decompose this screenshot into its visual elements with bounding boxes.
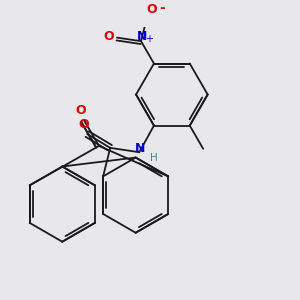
- Text: +: +: [145, 34, 153, 44]
- Text: N: N: [135, 142, 145, 155]
- Text: O: O: [76, 104, 86, 117]
- Text: O: O: [78, 118, 89, 131]
- Text: H: H: [150, 153, 158, 163]
- Text: O: O: [104, 30, 114, 44]
- Text: O: O: [146, 3, 157, 16]
- Text: -: -: [159, 1, 165, 15]
- Text: N: N: [136, 30, 147, 44]
